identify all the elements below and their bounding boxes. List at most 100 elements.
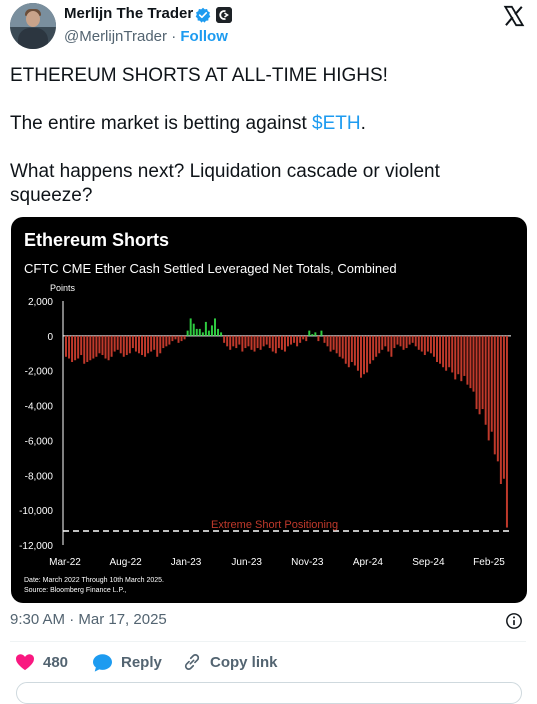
bar [280, 335, 283, 350]
y-tick-label: -10,000 [19, 506, 53, 517]
bar [347, 335, 350, 368]
bar [189, 318, 192, 336]
bar [250, 335, 253, 350]
bar [287, 335, 289, 347]
bar [505, 335, 508, 528]
bar [141, 335, 144, 356]
bar [423, 335, 426, 356]
bar [378, 335, 381, 354]
bar [463, 335, 466, 376]
bar [101, 335, 104, 356]
bar [375, 335, 378, 357]
handle-row: @MerlijnTrader · Follow [64, 28, 228, 45]
bar [475, 335, 478, 410]
copy-link-button[interactable]: Copy link [182, 652, 278, 672]
bar [125, 335, 128, 356]
author-name[interactable]: Merlijn The Trader [64, 5, 194, 22]
bar [253, 335, 256, 352]
tweet-timestamp[interactable]: 9:30 AM · Mar 17, 2025 [10, 611, 167, 628]
bar [399, 335, 402, 347]
affiliate-badge-icon[interactable] [216, 7, 232, 23]
read-replies-button[interactable] [16, 682, 522, 704]
bar [201, 332, 204, 336]
bar [411, 335, 414, 343]
bar [293, 335, 296, 343]
reply-button[interactable]: Reply [92, 652, 162, 672]
bar [153, 335, 156, 350]
tweet-text-before-cashtag: The entire market is betting against [10, 113, 313, 134]
bar [308, 330, 311, 336]
bar [329, 335, 332, 352]
bar [387, 335, 390, 352]
bar [159, 335, 162, 354]
bar [314, 332, 317, 336]
bar [198, 328, 201, 336]
chart-subtitle: CFTC CME Ether Cash Settled Leveraged Ne… [24, 261, 397, 276]
bar [192, 323, 195, 336]
bar [107, 335, 110, 361]
chart-title: Ethereum Shorts [24, 230, 169, 250]
bar [432, 335, 435, 357]
bar [496, 335, 499, 462]
tweet-text-line-4: squeeze? [10, 185, 93, 206]
bar [439, 335, 442, 364]
bar [65, 335, 67, 357]
bar [186, 330, 189, 336]
bar [195, 328, 198, 336]
bar [356, 335, 359, 371]
bar [326, 335, 329, 347]
reply-icon [93, 653, 112, 672]
bar [177, 335, 180, 343]
chart-image[interactable]: Ethereum Shorts CFTC CME Ether Cash Sett… [11, 217, 527, 603]
author-handle[interactable]: @MerlijnTrader [64, 28, 168, 45]
bar [296, 335, 299, 347]
bar [454, 335, 457, 380]
bar [472, 335, 475, 392]
bar [116, 335, 119, 350]
bar [335, 335, 338, 354]
bar [235, 335, 238, 349]
bar [274, 335, 277, 354]
avatar[interactable] [10, 3, 56, 49]
copy-link-label: Copy link [210, 653, 278, 671]
bar [183, 335, 186, 340]
x-logo-icon[interactable] [503, 5, 525, 27]
bar [478, 335, 481, 415]
heart-icon [16, 654, 34, 671]
bar [174, 335, 177, 340]
bar [180, 335, 183, 342]
bar [220, 332, 223, 336]
bar [259, 335, 262, 350]
bar [405, 335, 408, 349]
x-tick-label: Feb-25 [473, 557, 505, 568]
bar [137, 335, 140, 354]
bar [414, 335, 417, 347]
cashtag-link[interactable]: $ETH [312, 113, 361, 134]
bar [214, 318, 216, 336]
bar [95, 335, 98, 357]
info-icon[interactable] [505, 612, 523, 630]
bar [113, 335, 116, 352]
bar [229, 335, 232, 350]
bar [402, 335, 405, 350]
bar [92, 335, 95, 359]
bar [493, 335, 496, 455]
bar [451, 335, 454, 373]
like-button[interactable]: 480 [15, 652, 68, 672]
chart-annotation: Extreme Short Positioning [211, 519, 338, 531]
follow-button[interactable]: Follow [180, 28, 228, 45]
bar [369, 335, 372, 364]
y-tick-label: -2,000 [25, 367, 54, 378]
bar [445, 335, 448, 371]
chart-footnote-date: Date: March 2022 Through 10th March 2025… [24, 577, 164, 584]
bar [396, 335, 399, 345]
bar [350, 335, 353, 362]
ethereum-shorts-chart: Ethereum Shorts CFTC CME Ether Cash Sett… [19, 230, 511, 594]
bar [426, 335, 429, 352]
bar [168, 335, 171, 345]
tweet-text-line-3: What happens next? Liquidation cascade o… [10, 161, 440, 182]
bar [165, 335, 168, 347]
bar [156, 335, 159, 357]
bar [144, 335, 147, 357]
tweet-text-line-2: The entire market is betting against $ET… [10, 112, 366, 136]
